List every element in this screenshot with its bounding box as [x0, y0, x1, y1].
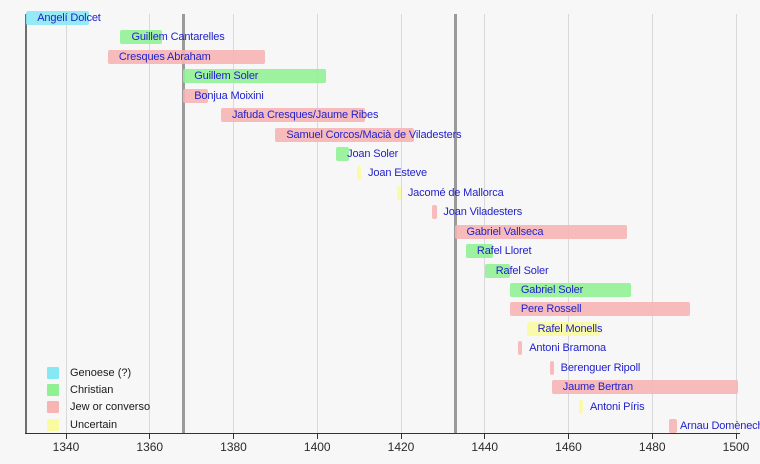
person-label: Jaume Bertran — [562, 381, 633, 394]
tick-1440 — [484, 433, 486, 439]
tick-label-1460: 1460 — [555, 440, 582, 454]
tick-1400 — [316, 433, 318, 439]
timeline-bar — [578, 399, 584, 414]
timeline-bar — [183, 88, 209, 103]
gridline-1500 — [735, 14, 737, 433]
person-label: Joan Viladesters — [443, 206, 523, 219]
person-label: Bonjua Moixini — [194, 89, 264, 102]
legend-swatch-uncertain — [47, 418, 59, 431]
legend-swatch-jew — [47, 401, 59, 414]
timeline-bar — [669, 419, 678, 434]
timeline-bar — [484, 263, 510, 278]
person-label: Rafel Monells — [537, 322, 603, 335]
gridline-1420 — [400, 14, 402, 433]
timeline-bar — [455, 224, 628, 239]
gridline-1340 — [65, 14, 67, 433]
timeline-bar — [509, 302, 690, 317]
person-label: Joan Soler — [347, 148, 399, 160]
timeline-bar — [526, 321, 600, 336]
timeline-bar — [357, 166, 362, 181]
tick-1460 — [568, 433, 569, 439]
legend-swatch-genoese — [47, 367, 59, 379]
person-label: Berenguer Ripoll — [560, 361, 641, 374]
person-label: Jafuda Cresques/Jaume Ribes — [231, 109, 379, 122]
tick-label-1420: 1420 — [387, 440, 415, 454]
timeline-bar — [183, 69, 326, 84]
tick-label-1360: 1360 — [136, 440, 164, 454]
person-label: Gabriel Soler — [520, 284, 584, 297]
person-label: Jacomé de Mallorca — [407, 186, 504, 199]
person-label: Guillem Cantarelles — [131, 31, 225, 44]
person-label: Cresques Abraham — [118, 50, 211, 63]
person-label: Rafel Lloret — [476, 245, 532, 258]
tick-1340 — [65, 433, 67, 439]
x-axis-line — [25, 433, 740, 434]
gridline-1440 — [484, 14, 486, 433]
person-label: Antoni Píris — [589, 400, 645, 413]
tick-1420 — [400, 433, 402, 439]
timeline-bar — [509, 283, 632, 298]
tick-label-1480: 1480 — [638, 440, 666, 454]
legend-label-uncertain: Uncertain — [70, 418, 118, 431]
timeline-bar — [551, 380, 739, 395]
gridline-1400 — [316, 14, 318, 433]
gridline-1380 — [233, 14, 234, 433]
person-label: Arnau Domènech — [680, 420, 760, 433]
tick-label-1440: 1440 — [471, 440, 499, 454]
timeline-bar — [26, 11, 90, 25]
person-label: Rafel Soler — [495, 264, 549, 277]
tick-1380 — [233, 433, 234, 439]
timeline-bar — [518, 341, 523, 356]
timeline-bar — [336, 147, 349, 161]
person-label: Antoni Bramona — [529, 342, 607, 355]
tick-label-1340: 1340 — [52, 440, 80, 454]
legend-label-genoese: Genoese (?) — [70, 367, 132, 379]
gridline-1460 — [568, 14, 569, 433]
legend-swatch-christian — [47, 384, 59, 397]
event-line-1433 — [453, 14, 457, 433]
person-label: Gabriel Vallseca — [466, 225, 544, 238]
tick-1500 — [735, 433, 737, 439]
tick-label-1500: 1500 — [722, 440, 750, 454]
timeline-bar — [220, 108, 366, 123]
tick-1360 — [149, 433, 151, 439]
person-label: Guillem Soler — [194, 70, 259, 83]
timeline-bar — [120, 30, 163, 45]
plot-left-border — [25, 14, 27, 433]
person-label: Joan Esteve — [368, 167, 427, 180]
legend-label-jew: Jew or converso — [70, 401, 151, 414]
gridline-1480 — [651, 14, 653, 433]
tick-label-1380: 1380 — [220, 440, 247, 454]
gridline-1360 — [149, 14, 151, 433]
timeline-bar — [396, 185, 401, 200]
tick-1480 — [651, 433, 653, 439]
timeline-bar — [465, 244, 494, 259]
event-line-1368 — [181, 14, 185, 433]
tick-label-1400: 1400 — [303, 440, 331, 454]
legend-label-christian: Christian — [70, 384, 114, 397]
timeline-bar — [549, 360, 554, 375]
person-label: Samuel Corcos/Macià de Viladesters — [286, 128, 462, 141]
timeline-bar — [107, 49, 265, 64]
person-label: Angelí Dolcet — [37, 12, 101, 24]
timeline-bar — [275, 127, 414, 142]
timeline-bar — [432, 205, 437, 220]
person-label: Pere Rossell — [520, 303, 582, 316]
